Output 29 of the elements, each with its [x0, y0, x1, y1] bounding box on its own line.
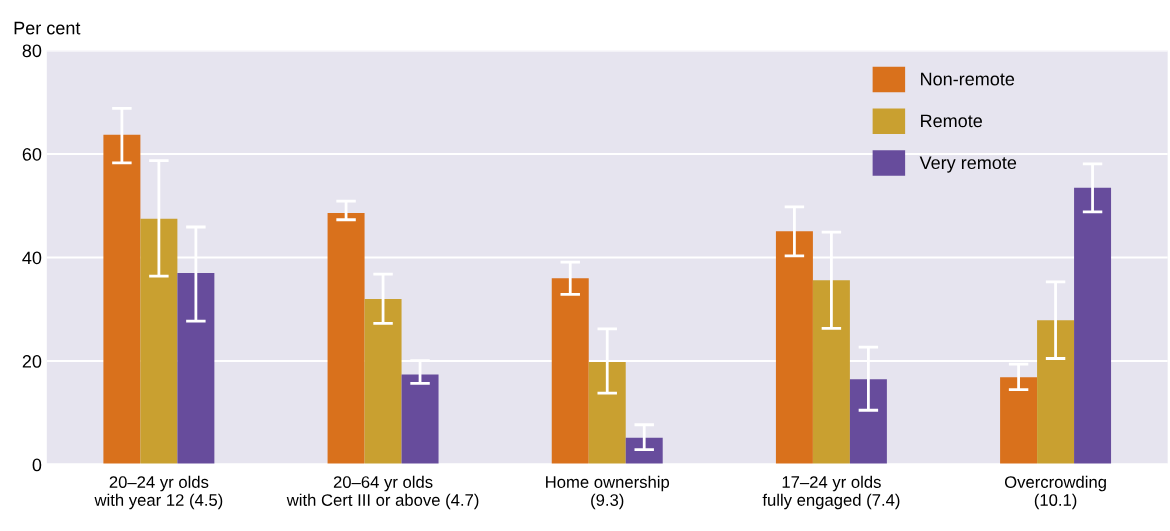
y-tick-label: 20	[22, 355, 42, 368]
bar	[140, 218, 178, 465]
x-tick-label: 17–24 yr olds fully engaged (7.4)	[762, 475, 900, 510]
x-tick-label: 20–64 yr olds with Cert III or above (4.7)	[286, 475, 479, 510]
bar	[1074, 187, 1112, 465]
legend-label: Remote	[921, 114, 982, 128]
bar	[401, 374, 439, 465]
bar	[103, 134, 141, 465]
y-tick-label: 60	[22, 147, 42, 161]
bar	[775, 231, 813, 465]
y-tick-label: 80	[22, 44, 42, 58]
legend-label: Non-remote	[921, 72, 1015, 86]
bar	[588, 362, 626, 465]
bar	[625, 437, 663, 465]
legend-label: Very remote	[919, 156, 1017, 173]
bar	[327, 213, 365, 465]
bar	[849, 379, 887, 465]
x-tick-label: Overcrowding (10.1)	[1004, 475, 1106, 510]
y-tick-label: 40	[22, 251, 42, 265]
y-axis-title: Per cent	[14, 21, 81, 35]
bar	[364, 298, 402, 465]
bar	[812, 280, 850, 465]
x-tick-label: Home ownership (9.3)	[546, 475, 670, 510]
bar	[177, 273, 215, 465]
x-tick-label: 20–24 yr olds with year 12 (4.5)	[94, 475, 223, 510]
bar	[1037, 320, 1075, 465]
bar	[1000, 377, 1038, 465]
bar	[551, 278, 589, 465]
y-tick-label: 0	[32, 458, 42, 472]
